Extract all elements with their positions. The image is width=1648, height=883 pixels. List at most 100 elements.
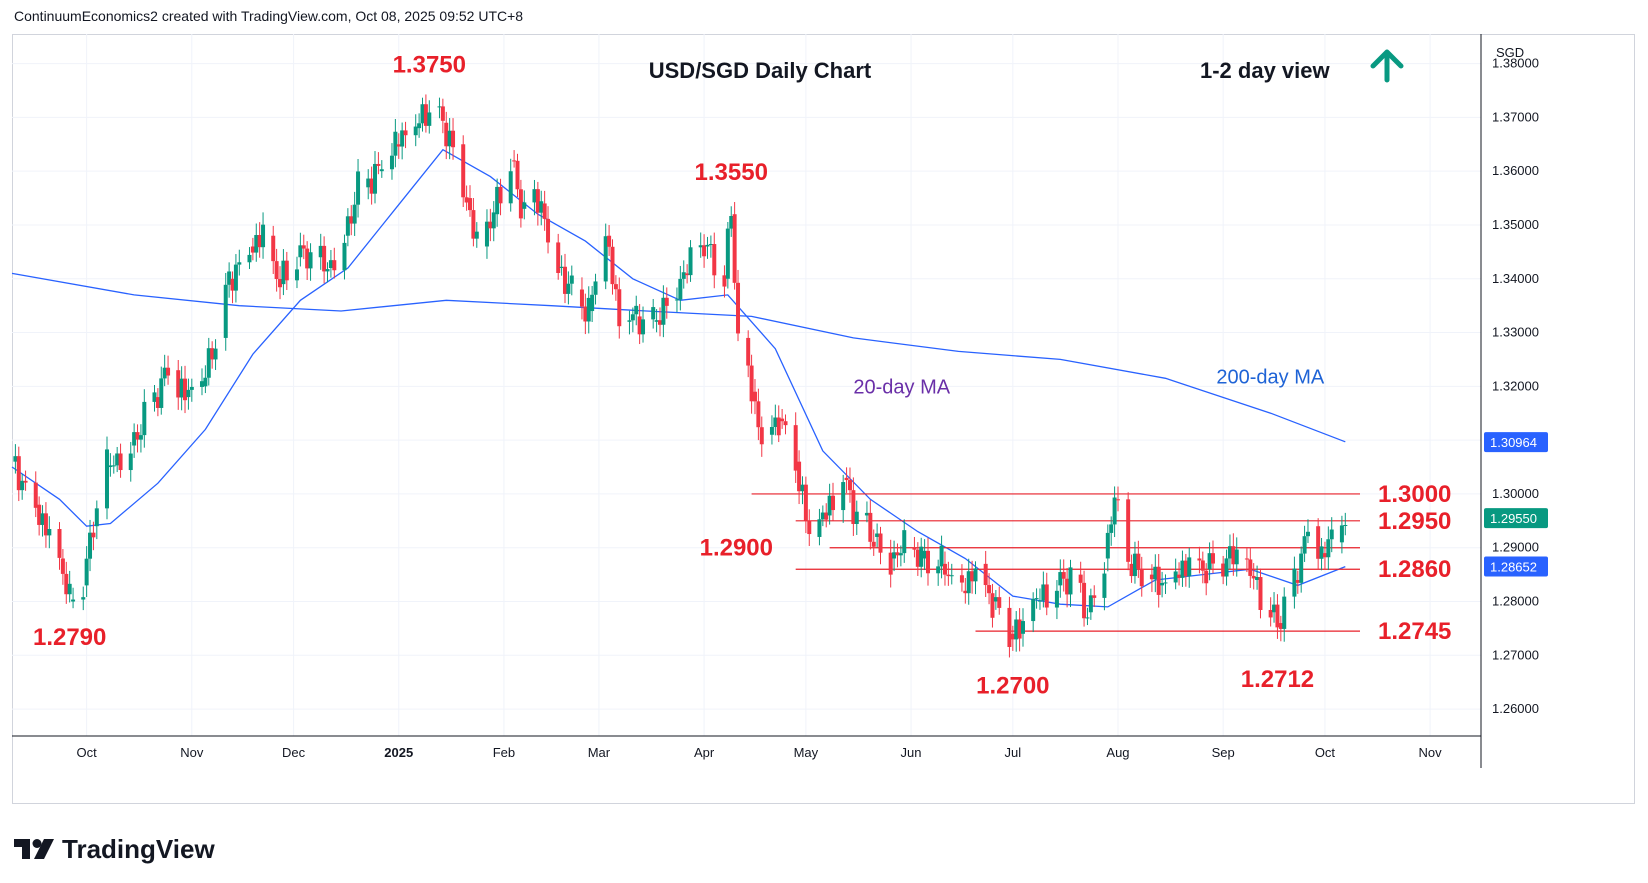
- price-label-text: 1.30964: [1490, 435, 1537, 450]
- candle-body: [1302, 536, 1307, 554]
- candle-body: [437, 106, 442, 108]
- price-annotation: 1.2950: [1378, 508, 1451, 535]
- candle-body: [942, 563, 947, 575]
- chart-attribution: ContinuumEconomics2 created with Trading…: [14, 8, 524, 24]
- candle-body: [1200, 560, 1205, 571]
- candle-body: [1078, 574, 1083, 583]
- y-tick-label: 1.33000: [1492, 325, 1539, 340]
- candle-body: [284, 260, 289, 281]
- candle-body: [685, 273, 690, 276]
- candle-body: [413, 126, 418, 136]
- candle-body: [627, 320, 632, 322]
- candle-body: [1058, 572, 1063, 586]
- candle-body: [725, 228, 730, 279]
- candle-body: [166, 367, 171, 376]
- candle-body: [162, 367, 167, 379]
- x-tick-label: Mar: [588, 745, 611, 760]
- candle-body: [1329, 529, 1334, 540]
- candle-body: [186, 389, 191, 398]
- candle-body: [637, 316, 642, 335]
- candle-body: [176, 370, 181, 398]
- candle-body: [1210, 553, 1215, 564]
- x-tick-label: Feb: [493, 745, 515, 760]
- candle-body: [461, 144, 466, 198]
- price-annotation: 1.2790: [33, 624, 106, 651]
- candle-body: [305, 248, 310, 269]
- x-tick-label: Oct: [1315, 745, 1336, 760]
- x-tick-label: Sep: [1212, 745, 1235, 760]
- candle-body: [1061, 572, 1066, 579]
- candle-body: [142, 401, 147, 436]
- candle-body: [1207, 553, 1212, 570]
- candle-body: [749, 365, 754, 402]
- candle-body: [1231, 546, 1236, 565]
- candle-body: [617, 289, 622, 327]
- candle-body: [1115, 499, 1120, 501]
- candle-body: [57, 529, 62, 558]
- candle-body: [199, 381, 204, 387]
- candle-body: [1160, 582, 1165, 586]
- candle-body: [654, 320, 659, 322]
- candle-body: [871, 541, 876, 547]
- candle-body: [47, 529, 52, 536]
- candle-body: [1153, 566, 1158, 580]
- candle-body: [389, 155, 394, 170]
- candle-body: [546, 218, 551, 243]
- price-annotation: 1.2700: [976, 672, 1049, 699]
- ma-label: 200-day MA: [1216, 367, 1324, 389]
- candle-body: [522, 202, 527, 209]
- candle-body: [118, 453, 123, 471]
- candle-body: [661, 297, 666, 325]
- price-label-box: [1484, 432, 1548, 453]
- candle-body: [349, 216, 354, 224]
- candle-body: [888, 552, 893, 575]
- candle-body: [559, 266, 564, 268]
- price-annotation: 1.3750: [393, 51, 466, 78]
- candle-body: [1102, 573, 1107, 598]
- candle-body: [417, 123, 422, 129]
- up-arrow-icon: [1370, 49, 1404, 83]
- candle-body: [1139, 568, 1144, 587]
- candle-body: [328, 260, 333, 268]
- candle-body: [1197, 558, 1202, 561]
- candle-body: [281, 260, 286, 285]
- candle-body: [987, 585, 992, 594]
- candle-body: [1065, 578, 1070, 595]
- candle-body: [1173, 571, 1178, 583]
- candle-body: [37, 504, 42, 525]
- candle-body: [780, 418, 785, 422]
- candle-body: [854, 511, 859, 524]
- candle-body: [698, 245, 703, 248]
- candle-body: [379, 169, 384, 172]
- candle-body: [1037, 600, 1042, 602]
- candle-body: [43, 513, 48, 536]
- price-annotation: 1.2860: [1378, 556, 1451, 583]
- tradingview-brand: TradingView: [62, 834, 215, 864]
- candle-body: [705, 244, 710, 247]
- candle-body: [776, 417, 781, 436]
- candle-body: [115, 453, 120, 466]
- candle-body: [878, 533, 883, 553]
- candle-body: [542, 203, 547, 219]
- candle-body: [712, 244, 717, 276]
- candle-body: [227, 271, 232, 285]
- candle-body: [491, 212, 496, 229]
- candle-body: [1305, 531, 1310, 537]
- candle-body: [1224, 558, 1229, 577]
- candle-body: [841, 482, 846, 511]
- ma20-line: [11, 148, 1346, 608]
- candle-body: [518, 189, 523, 219]
- candle-body: [875, 533, 880, 537]
- candle-body: [132, 432, 137, 446]
- candle-body: [831, 495, 836, 511]
- chart-frame[interactable]: [12, 34, 1635, 804]
- candle-body: [1129, 563, 1134, 577]
- candle-body: [84, 558, 89, 586]
- y-tick-label: 1.35000: [1492, 217, 1539, 232]
- price-label-text: 1.29550: [1490, 511, 1537, 526]
- candle-body: [1319, 546, 1324, 559]
- candle-body: [183, 378, 188, 401]
- candle-body: [1248, 559, 1253, 576]
- x-tick-label: Dec: [282, 745, 306, 760]
